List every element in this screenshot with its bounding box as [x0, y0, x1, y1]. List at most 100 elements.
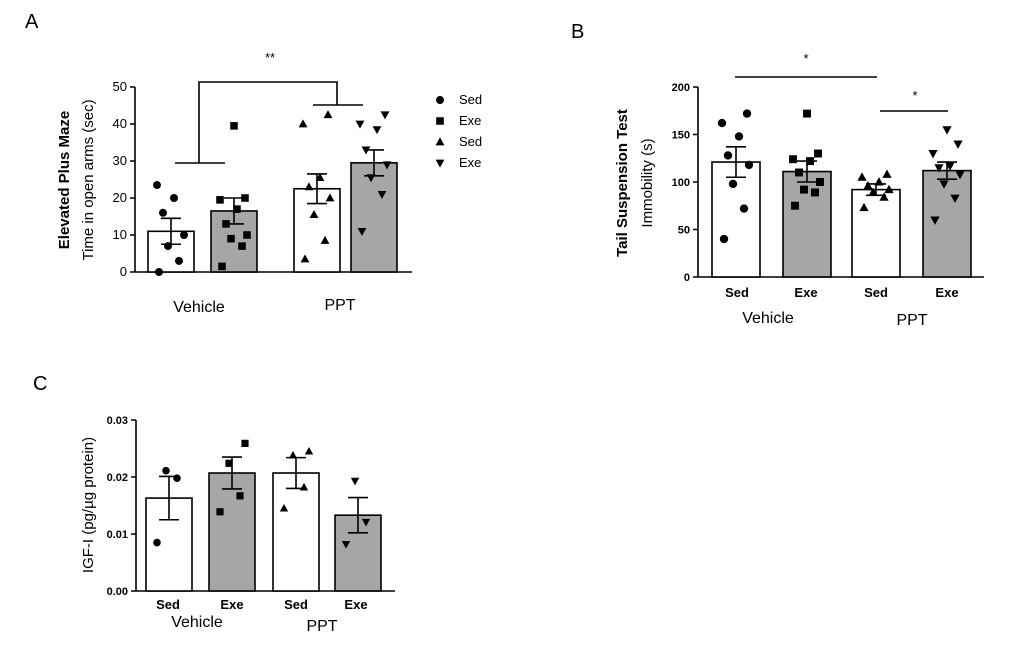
panel-a-y-ticks: 0 10 20 30 40 50: [113, 79, 135, 279]
panel-b-point-2-6: [857, 172, 867, 181]
panel-a-point-2-7: [323, 110, 333, 119]
panel-c-y-tick-label-2: 0.02: [107, 472, 128, 484]
panel-b-point-0-3: [744, 160, 754, 170]
panel-b-point-1-8: [803, 109, 811, 118]
panel-c-y-ticks: 0.00 0.01 0.02 0.03: [107, 415, 136, 598]
panel-b-point-3-6: [928, 149, 938, 159]
panel-b-point-0-0: [719, 234, 729, 244]
panel-c-cat-2: Exe: [220, 597, 243, 612]
panel-b-y-tick-label-0: 0: [684, 272, 690, 284]
panel-c-ylabel: IGF-I (pg/µg protein): [80, 437, 97, 573]
panel-b-cat-3: Sed: [864, 285, 888, 300]
panel-a-y-tick-label-4: 40: [113, 116, 127, 131]
panel-b-point-3-4: [934, 164, 944, 173]
panel-c-point-0-0: [153, 538, 161, 547]
panel-c-point-1-1: [236, 492, 244, 500]
panel-a-group-vehicle: Vehicle: [173, 299, 225, 316]
panel-c-point-0-1: [173, 474, 181, 482]
panel-b-point-0-2: [728, 179, 738, 189]
panel-b-point-2-1: [879, 192, 889, 201]
panel-a-point-1-6: [216, 196, 224, 204]
panel-a-y-tick-label-2: 20: [113, 190, 127, 205]
panel-b-group-ppt: PPT: [896, 312, 927, 329]
panel-a-point-2-6: [298, 119, 308, 128]
panel-b-point-3-8: [942, 126, 952, 135]
panel-a-y-tick-label-1: 10: [113, 227, 127, 242]
panel-c-cat-4: Exe: [344, 597, 367, 612]
panel-a-point-2-4: [304, 182, 314, 191]
panel-a-point-3-7: [380, 111, 390, 120]
panel-b-bar-3: [922, 169, 972, 278]
panel-letter-c: C: [33, 373, 47, 395]
panel-b-ylabel: Immobility (s): [639, 138, 656, 227]
panel-a-point-3-1: [377, 190, 387, 199]
panel-b-ylabel-title: Tail Suspension Test: [614, 109, 631, 257]
panel-b-cat-4: Exe: [935, 285, 958, 300]
panel-letter-b: B: [571, 21, 584, 43]
panel-a-point-1-3: [243, 231, 251, 239]
panel-b-group-vehicle: Vehicle: [742, 310, 794, 327]
panel-c-bars: [145, 439, 382, 592]
panel-b-point-3-0: [930, 216, 940, 225]
panel-b-point-1-4: [795, 168, 803, 177]
panel-b-point-1-5: [806, 157, 814, 166]
panel-a-y-tick-label-0: 0: [120, 264, 127, 279]
panel-c-point-3-1: [361, 518, 371, 527]
panel-b-point-0-4: [723, 151, 733, 160]
panel-b-bars: [711, 109, 972, 278]
panel-letter-a: A: [25, 11, 39, 33]
panel-a-point-0-5: [170, 194, 178, 202]
panel-b-significance-label-2: *: [912, 88, 917, 103]
panel-b-error-bar-0: [726, 146, 746, 179]
panel-a-point-0-2: [164, 242, 172, 251]
panel-c-group-ppt: PPT: [306, 618, 337, 635]
panel-b-significance-label-1: *: [803, 51, 808, 66]
panel-a-point-1-2: [227, 234, 235, 243]
panel-b-point-1-2: [800, 185, 808, 194]
panel-c-y-tick-label-1: 0.01: [107, 529, 128, 541]
panel-c-cat-3: Sed: [284, 597, 308, 612]
panel-a-point-1-4: [222, 220, 230, 228]
panel-a-point-3-4: [361, 146, 371, 155]
panel-c-point-1-2: [225, 459, 233, 467]
legend-label-2: Exe: [459, 113, 481, 128]
panel-b-cat-1: Sed: [725, 285, 749, 300]
panel-a-legend: [435, 96, 445, 168]
panel-a-chart: 0 10 20 30 40 50 Elevated Plus Maze Time in o…: [56, 50, 482, 316]
panel-b-y-tick-label-1: 50: [678, 225, 690, 237]
panel-a-point-3-0: [357, 227, 367, 236]
panel-b-y-tick-label-4: 200: [672, 82, 690, 94]
panel-b-point-2-0: [859, 202, 869, 212]
panel-c-point-2-3: [304, 446, 314, 455]
panel-c-chart: 0.00 0.01 0.02 0.03 IGF-I (pg/µg protein) S…: [80, 415, 395, 635]
panel-a-point-1-0: [218, 262, 226, 271]
panel-b-point-1-7: [814, 149, 822, 158]
panel-b-point-0-7: [742, 109, 752, 118]
panel-a-point-1-8: [230, 122, 238, 130]
panel-b-point-3-2: [939, 180, 949, 189]
panel-a-point-3-6: [355, 120, 365, 129]
panel-b-point-1-0: [791, 201, 799, 210]
panel-b-y-ticks: 0 50 100 150 200: [672, 82, 698, 284]
panel-a-point-0-4: [159, 208, 167, 217]
panel-a-y-tick-label-3: 30: [113, 153, 127, 168]
panel-a-point-0-3: [180, 231, 188, 239]
panel-c-point-2-2: [288, 450, 298, 459]
legend-marker-2: [436, 117, 444, 125]
panel-a-point-2-0: [300, 254, 310, 263]
panel-b-y-tick-label-3: 150: [672, 130, 690, 142]
panel-c-point-2-0: [279, 503, 289, 512]
panel-a-point-0-6: [153, 181, 161, 190]
panel-b-cat-2: Exe: [794, 285, 817, 300]
legend-marker-1: [436, 96, 444, 104]
panel-b-point-0-6: [717, 118, 727, 128]
panel-b-chart: 0 50 100 150 200 Tail Suspension Test Immobi…: [614, 51, 984, 329]
panel-c-bar-2: [272, 472, 320, 592]
legend-label-4: Exe: [459, 155, 481, 170]
panel-a-point-1-5: [233, 205, 241, 213]
panel-b-y-tick-label-2: 100: [672, 177, 690, 189]
panel-c-point-2-1: [299, 482, 309, 491]
panel-b-point-1-1: [811, 188, 819, 197]
panel-a-significance-bracket: [175, 81, 363, 164]
